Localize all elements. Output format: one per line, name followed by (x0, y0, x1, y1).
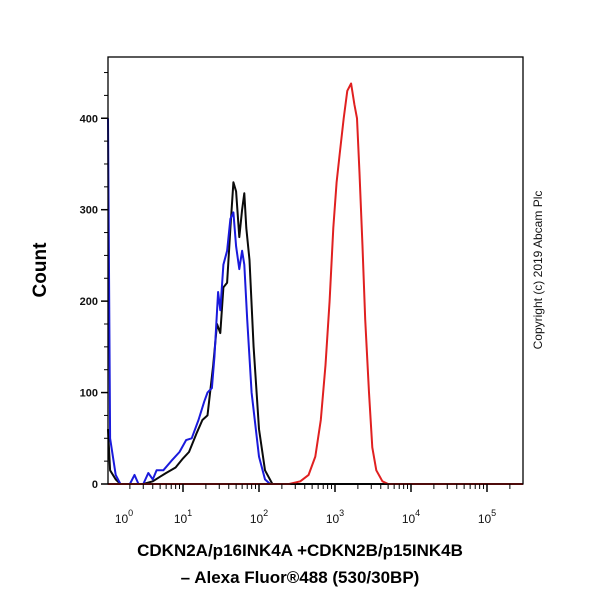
y-tick-label: 100 (80, 388, 98, 400)
x-axis-label-line2: – Alexa Fluor®488 (530/30BP) (181, 568, 420, 587)
y-tick-label: 0 (92, 479, 98, 491)
y-tick-label: 300 (80, 205, 98, 217)
series-line-0 (107, 181, 523, 485)
copyright-text: Copyright (c) 2019 Abcam Plc (531, 191, 545, 350)
y-axis-label: Count (30, 242, 51, 298)
x-tick-label: 103 (326, 508, 344, 526)
series-line-1 (107, 118, 271, 485)
x-tick-label: 105 (478, 508, 496, 526)
x-tick-label: 104 (402, 508, 420, 526)
y-tick-label: 400 (80, 113, 98, 125)
y-tick-label: 200 (80, 296, 98, 308)
x-axis-label-line1: CDKN2A/p16INK4A +CDKN2B/p15INK4B (137, 541, 463, 560)
plot-frame (107, 56, 524, 485)
series-line-2 (108, 82, 523, 485)
x-tick-label: 101 (174, 508, 192, 526)
x-tick-label: 102 (250, 508, 268, 526)
x-tick-label: 100 (115, 508, 133, 526)
